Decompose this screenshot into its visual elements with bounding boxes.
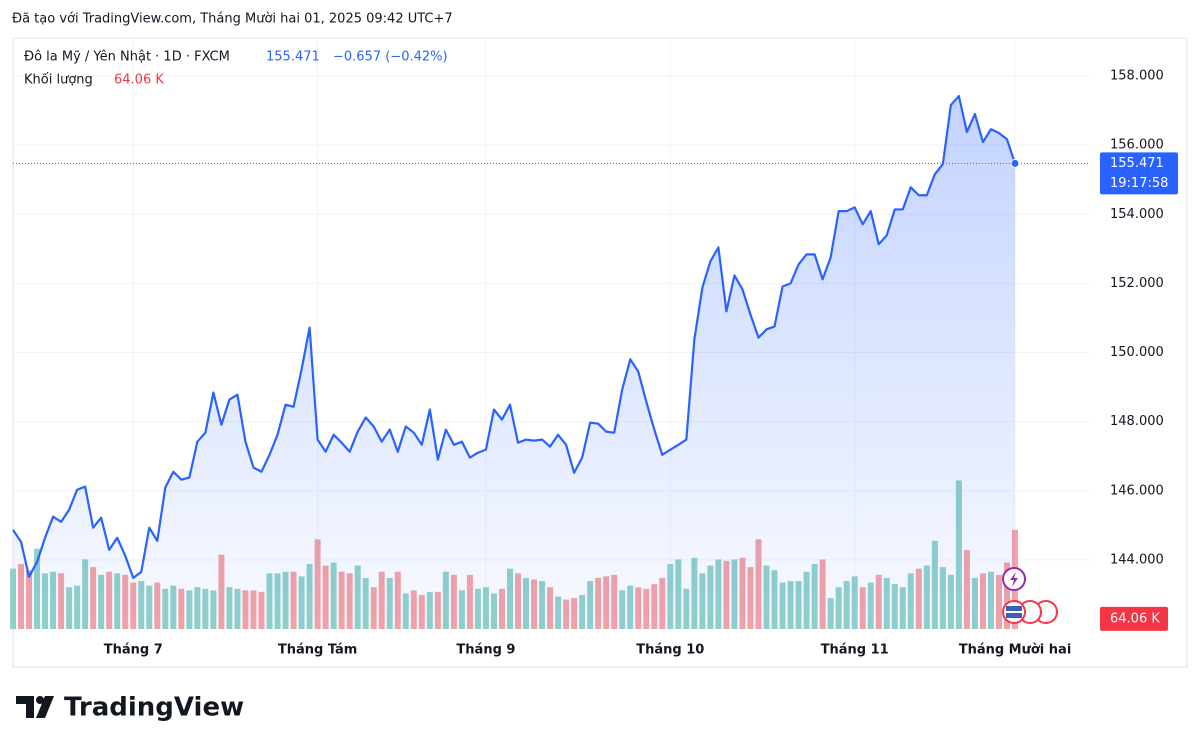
volume-tag (1100, 606, 1168, 631)
volume-title: Khối lượng (24, 73, 93, 88)
y-tick-label: 156.000 (1110, 138, 1164, 153)
x-tick-label: Tháng 9 (456, 643, 515, 658)
event-icons (1002, 567, 1058, 624)
caption: Đã tạo với TradingView.com, Tháng Mười h… (12, 12, 453, 27)
x-tick-label: Tháng Mười hai (959, 643, 1072, 658)
y-tick-label: 150.000 (1110, 345, 1164, 360)
y-tick-label: 144.000 (1110, 552, 1164, 567)
brand-logo (16, 696, 54, 718)
last-price-dot (1010, 158, 1020, 168)
y-tick-label: 148.000 (1110, 414, 1164, 429)
price-tag (1100, 152, 1178, 195)
y-tick-label: 152.000 (1110, 276, 1164, 291)
x-tick-label: Tháng 10 (636, 643, 704, 658)
y-tick-label: 146.000 (1110, 483, 1164, 498)
x-tick-label: Tháng 7 (104, 643, 163, 658)
x-tick-label: Tháng Tám (278, 643, 358, 658)
brand-name: TradingView (64, 693, 244, 723)
countdown-label: 19:17:58 (1110, 176, 1168, 191)
volume-value: 64.06 K (114, 73, 164, 88)
header-price: 155.471 (266, 50, 320, 65)
y-tick-label: 154.000 (1110, 207, 1164, 222)
symbol-title: Đô la Mỹ / Yên Nhật · 1D · FXCM (24, 50, 230, 65)
header-change: −0.657 (−0.42%) (333, 50, 448, 65)
y-tick-label: 158.000 (1110, 69, 1164, 84)
price-area (13, 96, 1015, 629)
x-tick-label: Tháng 11 (821, 643, 889, 658)
price-tag-label: 155.471 (1110, 156, 1164, 171)
volume-tag-label: 64.06 K (1110, 611, 1160, 626)
price-line (12, 94, 1017, 579)
